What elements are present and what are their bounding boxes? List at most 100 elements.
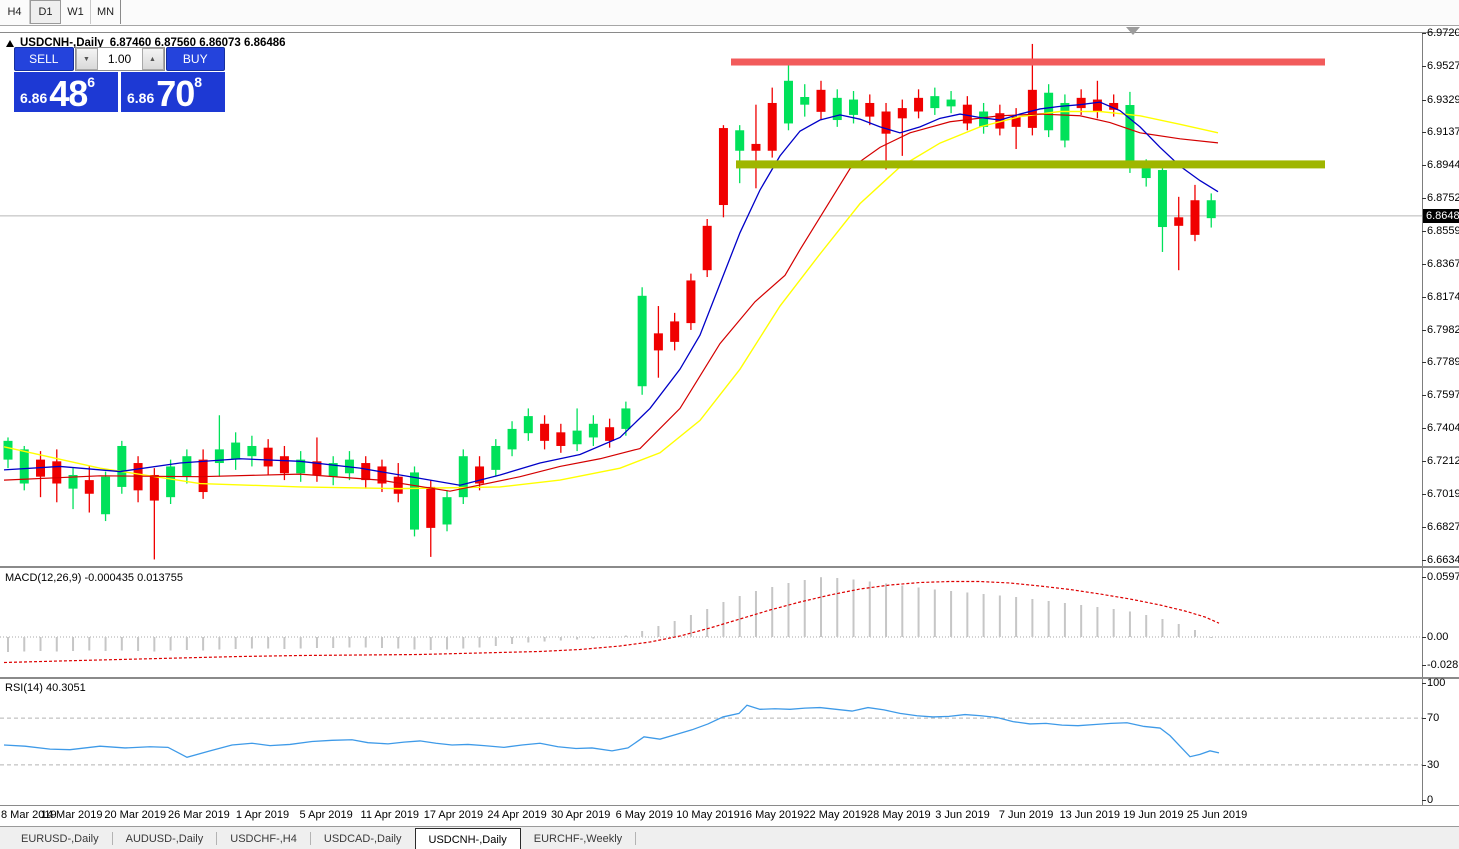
macd-axis-label: -0.02816 [1427,659,1459,672]
date-axis-label: 8 Mar 2019 [1,809,57,821]
rsi-axis-tick [1422,718,1426,720]
price-axis-label: 6.89445 [1427,159,1459,172]
tab-usdchf-h4[interactable]: USDCHF-,H4 [230,832,297,845]
price-scale-border [1422,33,1423,805]
date-axis-label: 6 May 2019 [615,809,674,821]
rsi-axis-label: 100 [1427,677,1446,689]
tab-separator [635,832,637,845]
price-axis-tick [1422,329,1426,331]
price-axis-label: 6.79820 [1427,323,1459,336]
scroll-marker-icon[interactable] [1126,27,1140,35]
price-axis-tick [1422,428,1426,430]
price-axis-label: 6.66345 [1427,553,1459,566]
date-axis-label: 25 Jun 2019 [1186,809,1248,821]
tab-eurchf-weekly[interactable]: EURCHF-,Weekly [533,832,623,845]
price-axis-label: 6.93295 [1427,93,1459,106]
price-axis-tick [1422,132,1426,134]
price-axis-tick [1422,231,1426,233]
date-axis-label: 3 Jun 2019 [935,809,990,821]
date-axis-label: 16 May 2019 [739,809,804,821]
price-axis-label: 6.77895 [1427,356,1459,369]
price-axis-label: 6.70195 [1427,487,1459,500]
rsi-axis-label: 0 [1427,794,1434,806]
timeframe-group: H4 D1 W1 MN [0,0,121,24]
timeframe-w1-button[interactable]: W1 [61,0,91,24]
volume-input[interactable] [97,48,142,70]
chart-tab-bar: EURUSD-,Daily AUDUSD-,Daily USDCHF-,H4 U… [0,826,1459,849]
timeframe-toolbar: H4 D1 W1 MN [0,0,1459,26]
date-axis-label: 10 May 2019 [676,809,740,821]
buy-price-point: 8 [194,74,203,90]
rsi-axis-tick [1422,683,1426,684]
sell-price-base: 6.86 [20,90,48,106]
tab-eurusd-daily[interactable]: EURUSD-,Daily [21,832,99,845]
date-axis-label: 14 Mar 2019 [40,809,103,821]
price-axis-tick [1422,99,1426,101]
price-axis-label: 6.95275 [1427,59,1459,72]
rsi-axis-tick [1422,764,1426,766]
tab-separator [309,832,311,845]
price-axis-label: 6.83670 [1427,257,1459,270]
price-axis-tick [1422,198,1426,200]
macd-axis-tick [1422,577,1426,579]
panel-separator[interactable] [0,677,1459,679]
date-axis-label: 7 Jun 2019 [998,809,1054,821]
price-axis-label: 6.91370 [1427,126,1459,139]
sell-button[interactable]: SELL [14,47,74,71]
date-axis: 8 Mar 2019 14 Mar 2019 20 Mar 2019 26 Mar 2… [0,806,1459,826]
volume-control: ▼ ▲ [74,47,165,71]
rsi-axis-tick [1422,800,1426,801]
rsi-indicator-chart[interactable] [0,679,1422,805]
date-axis-label: 19 Jun 2019 [1123,809,1184,821]
price-axis-tick [1422,362,1426,364]
buy-price-pips: 70 [156,73,195,114]
sell-price-display[interactable]: 6.86 48 6 [14,72,118,112]
price-axis-label: 6.72120 [1427,454,1459,467]
price-axis-tick [1422,559,1426,561]
date-axis-label: 26 Mar 2019 [168,809,230,821]
tab-usdcad-daily[interactable]: USDCAD-,Daily [323,832,402,845]
one-click-trading-panel: SELL ▼ ▲ BUY 6.86 48 6 6.86 70 8 [14,47,225,112]
date-axis-label: 22 May 2019 [803,809,868,821]
date-axis-label: 1 Apr 2019 [235,809,290,821]
timeframe-h4-button[interactable]: H4 [0,0,30,24]
price-axis-label: 6.87520 [1427,192,1459,205]
volume-decrease-icon[interactable]: ▼ [75,48,98,70]
macd-indicator-chart[interactable] [0,568,1422,677]
price-axis-tick [1422,526,1426,528]
price-axis-label: 6.81745 [1427,290,1459,303]
macd-axis-label: 0.00 [1427,631,1449,643]
price-axis-tick [1422,165,1426,167]
symbol-marker-icon [6,39,14,47]
price-axis-tick [1422,395,1426,397]
volume-increase-icon[interactable]: ▲ [141,48,164,70]
current-price-badge: 6.86486 [1423,208,1459,223]
tab-audusd-daily[interactable]: AUDUSD-,Daily [125,832,204,845]
rsi-axis-label: 30 [1427,758,1440,771]
tab-separator [216,832,218,845]
tab-usdcnh-daily[interactable]: USDCNH-,Daily [414,828,521,849]
chart-symbol-header: USDCNH-,Daily 6.87460 6.87560 6.86073 6.… [6,37,286,49]
date-axis-label: 30 Apr 2019 [551,809,611,821]
price-axis-tick [1422,65,1426,67]
date-axis-label: 17 Apr 2019 [423,809,484,821]
tab-separator [111,832,113,845]
buy-price-display[interactable]: 6.86 70 8 [121,72,225,112]
timeframe-mn-button[interactable]: MN [96,6,115,18]
symbol-name: USDCNH-,Daily [20,37,104,49]
price-axis-tick [1422,33,1426,34]
timeframe-d1-button[interactable]: D1 [30,0,61,24]
sell-price-pips: 48 [49,73,88,114]
buy-button[interactable]: BUY [165,47,225,71]
date-axis-label: 13 Jun 2019 [1059,809,1121,821]
price-axis-tick [1422,493,1426,495]
sell-price-point: 6 [87,74,96,90]
price-axis-label: 6.97200 [1427,27,1459,39]
date-axis-label: 5 Apr 2019 [299,809,353,821]
price-chart[interactable] [0,33,1422,566]
price-axis-tick [1422,460,1426,462]
price-axis-label: 6.74045 [1427,422,1459,435]
date-axis-label: 20 Mar 2019 [104,809,167,821]
panel-separator[interactable] [0,566,1459,568]
